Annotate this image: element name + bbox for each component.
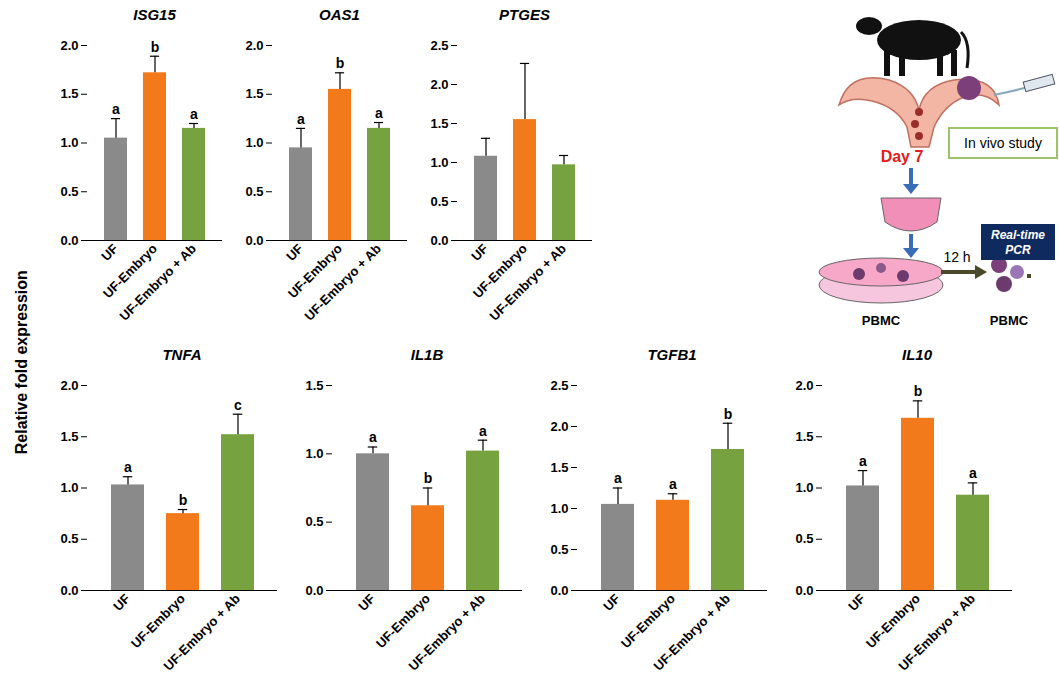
svg-text:UF: UF [98, 241, 121, 264]
svg-text:a: a [614, 470, 622, 486]
svg-text:1.0: 1.0 [795, 480, 813, 495]
svg-text:a: a [112, 101, 120, 117]
svg-text:1.0: 1.0 [245, 135, 263, 150]
svg-text:12 h: 12 h [943, 249, 970, 265]
svg-text:0.5: 0.5 [60, 184, 78, 199]
svg-text:b: b [336, 55, 345, 71]
svg-text:UF-Embryo: UF-Embryo [863, 591, 923, 651]
svg-text:1.0: 1.0 [60, 480, 78, 495]
svg-text:0.5: 0.5 [60, 531, 78, 546]
svg-text:0.0: 0.0 [795, 583, 813, 598]
svg-text:2.0: 2.0 [550, 419, 568, 434]
svg-text:UF-Embryo + Ab: UF-Embryo + Ab [487, 241, 570, 324]
svg-text:UF-Embryo + Ab: UF-Embryo + Ab [117, 241, 200, 324]
svg-text:UF-Embryo + Ab: UF-Embryo + Ab [406, 591, 489, 674]
svg-text:UF: UF [468, 241, 491, 264]
svg-text:UF: UF [110, 591, 133, 614]
svg-text:2.0: 2.0 [60, 378, 78, 393]
svg-text:UF-Embryo + Ab: UF-Embryo + Ab [161, 591, 244, 674]
svg-text:0.5: 0.5 [795, 531, 813, 546]
svg-text:UF: UF [845, 591, 868, 614]
svg-text:PBMC: PBMC [990, 313, 1029, 328]
svg-text:2.5: 2.5 [430, 38, 448, 53]
html-text:Relative fold expression: Relative fold expression [13, 270, 30, 455]
svg-text:0.0: 0.0 [60, 583, 78, 598]
svg-text:PBMC: PBMC [862, 313, 901, 328]
svg-text:1.5: 1.5 [245, 86, 263, 101]
svg-text:a: a [479, 423, 487, 439]
svg-text:1.5: 1.5 [60, 429, 78, 444]
svg-text:1.5: 1.5 [430, 116, 448, 131]
svg-text:0.0: 0.0 [430, 233, 448, 248]
html-text:ISG15: ISG15 [133, 6, 176, 23]
svg-text:Day 7: Day 7 [881, 148, 924, 165]
svg-text:a: a [375, 105, 383, 121]
svg-text:a: a [859, 453, 867, 469]
svg-text:UF-Embryo: UF-Embryo [373, 591, 433, 651]
svg-text:UF: UF [600, 591, 623, 614]
svg-text:c: c [234, 397, 242, 413]
svg-text:UF-Embryo: UF-Embryo [128, 591, 188, 651]
svg-text:b: b [914, 383, 923, 399]
html-text:TNFA: TNFA [162, 346, 202, 363]
svg-text:b: b [424, 470, 433, 486]
svg-text:2.0: 2.0 [430, 77, 448, 92]
svg-text:0.0: 0.0 [60, 233, 78, 248]
svg-text:1.0: 1.0 [60, 135, 78, 150]
svg-text:b: b [179, 492, 188, 508]
svg-text:In vivo study: In vivo study [964, 135, 1042, 151]
svg-text:b: b [724, 406, 733, 422]
svg-text:UF: UF [283, 241, 306, 264]
html-text:PTGES: PTGES [499, 6, 550, 23]
svg-text:1.0: 1.0 [430, 155, 448, 170]
svg-text:2.0: 2.0 [60, 38, 78, 53]
svg-text:0.5: 0.5 [305, 514, 323, 529]
svg-text:0.5: 0.5 [550, 542, 568, 557]
svg-text:UF: UF [355, 591, 378, 614]
svg-text:Real-time: Real-time [991, 228, 1045, 242]
svg-text:1.5: 1.5 [795, 429, 813, 444]
svg-text:b: b [151, 39, 160, 55]
svg-text:2.5: 2.5 [550, 378, 568, 393]
svg-text:1.0: 1.0 [550, 501, 568, 516]
html-text:IL10: IL10 [902, 346, 932, 363]
svg-text:1.5: 1.5 [305, 378, 323, 393]
svg-text:0.0: 0.0 [305, 583, 323, 598]
svg-text:1.0: 1.0 [305, 446, 323, 461]
svg-text:a: a [969, 465, 977, 481]
svg-text:a: a [124, 459, 132, 475]
svg-text:0.0: 0.0 [245, 233, 263, 248]
html-text:OAS1: OAS1 [319, 6, 360, 23]
svg-text:UF-Embryo: UF-Embryo [618, 591, 678, 651]
svg-text:1.5: 1.5 [60, 86, 78, 101]
svg-text:a: a [669, 476, 677, 492]
svg-text:UF-Embryo + Ab: UF-Embryo + Ab [651, 591, 734, 674]
svg-text:0.5: 0.5 [245, 184, 263, 199]
svg-text:PCR: PCR [1005, 243, 1031, 257]
svg-text:a: a [190, 106, 198, 122]
svg-text:a: a [297, 111, 305, 127]
svg-text:2.0: 2.0 [245, 38, 263, 53]
svg-text:0.5: 0.5 [430, 194, 448, 209]
svg-text:1.5: 1.5 [550, 460, 568, 475]
svg-text:a: a [369, 429, 377, 445]
svg-text:0.0: 0.0 [550, 583, 568, 598]
html-text:IL1B: IL1B [410, 346, 444, 363]
svg-text:UF-Embryo + Ab: UF-Embryo + Ab [896, 591, 979, 674]
svg-text:UF-Embryo + Ab: UF-Embryo + Ab [302, 241, 385, 324]
svg-text:2.0: 2.0 [795, 378, 813, 393]
html-text:TGFB1: TGFB1 [647, 346, 697, 363]
